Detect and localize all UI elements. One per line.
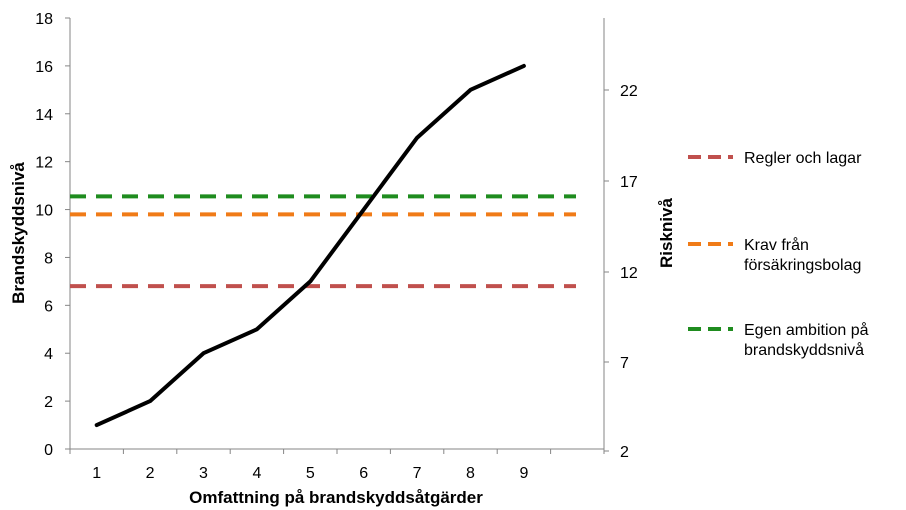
legend-label: Egen ambition på — [744, 321, 869, 339]
legend-label: Krav från — [744, 236, 809, 254]
y-tick-label-right: 7 — [620, 355, 629, 372]
y-tick-label-right: 2 — [620, 444, 629, 461]
reference-lines — [70, 194, 576, 289]
y-tick-label-left: 16 — [35, 59, 53, 76]
series — [94, 63, 526, 428]
series-line — [94, 63, 526, 428]
x-tick-label: 3 — [199, 465, 208, 482]
legend-item: Regler och lagar — [688, 150, 862, 167]
y-tick-label-right: 17 — [620, 174, 638, 191]
x-tick-label: 6 — [359, 465, 368, 482]
y-tick-label-left: 8 — [44, 250, 53, 267]
legend-label: försäkringsbolag — [744, 257, 861, 274]
legend-label: Regler och lagar — [744, 150, 862, 167]
y-axis-title-right: Risknivå — [657, 197, 676, 267]
y-axis-title-left: Brandskyddsnivå — [9, 162, 28, 304]
y-tick-label-left: 6 — [44, 298, 53, 315]
x-tick-label: 8 — [466, 465, 475, 482]
y-tick-label-left: 4 — [44, 346, 53, 363]
legend-item: Krav från försäkringsbolag — [688, 236, 861, 274]
y-tick-label-left: 14 — [35, 107, 53, 124]
y-tick-label-right: 22 — [620, 83, 638, 100]
y-tick-label-left: 10 — [35, 203, 53, 220]
y-tick-label-right: 12 — [620, 265, 638, 282]
x-tick-label: 9 — [519, 465, 528, 482]
x-tick-label: 7 — [413, 465, 422, 482]
x-tick-label: 2 — [146, 465, 155, 482]
legend-label: brandskyddsnivå — [744, 341, 864, 359]
y-tick-label-left: 2 — [44, 394, 53, 411]
y-tick-label-left: 0 — [44, 442, 53, 459]
axes — [69, 18, 605, 450]
x-tick-label: 1 — [92, 465, 101, 482]
y-tick-label-left: 18 — [35, 11, 53, 28]
y-tick-label-left: 12 — [35, 155, 53, 172]
legend-item: Egen ambition på brandskyddsnivå — [688, 321, 869, 359]
x-tick-label: 4 — [252, 465, 261, 482]
x-tick-label: 5 — [306, 465, 315, 482]
legend: Regler och lagar Krav från försäkringsbola… — [688, 150, 869, 359]
x-axis-title: Omfattning på brandskyddsåtgärder — [189, 488, 483, 507]
